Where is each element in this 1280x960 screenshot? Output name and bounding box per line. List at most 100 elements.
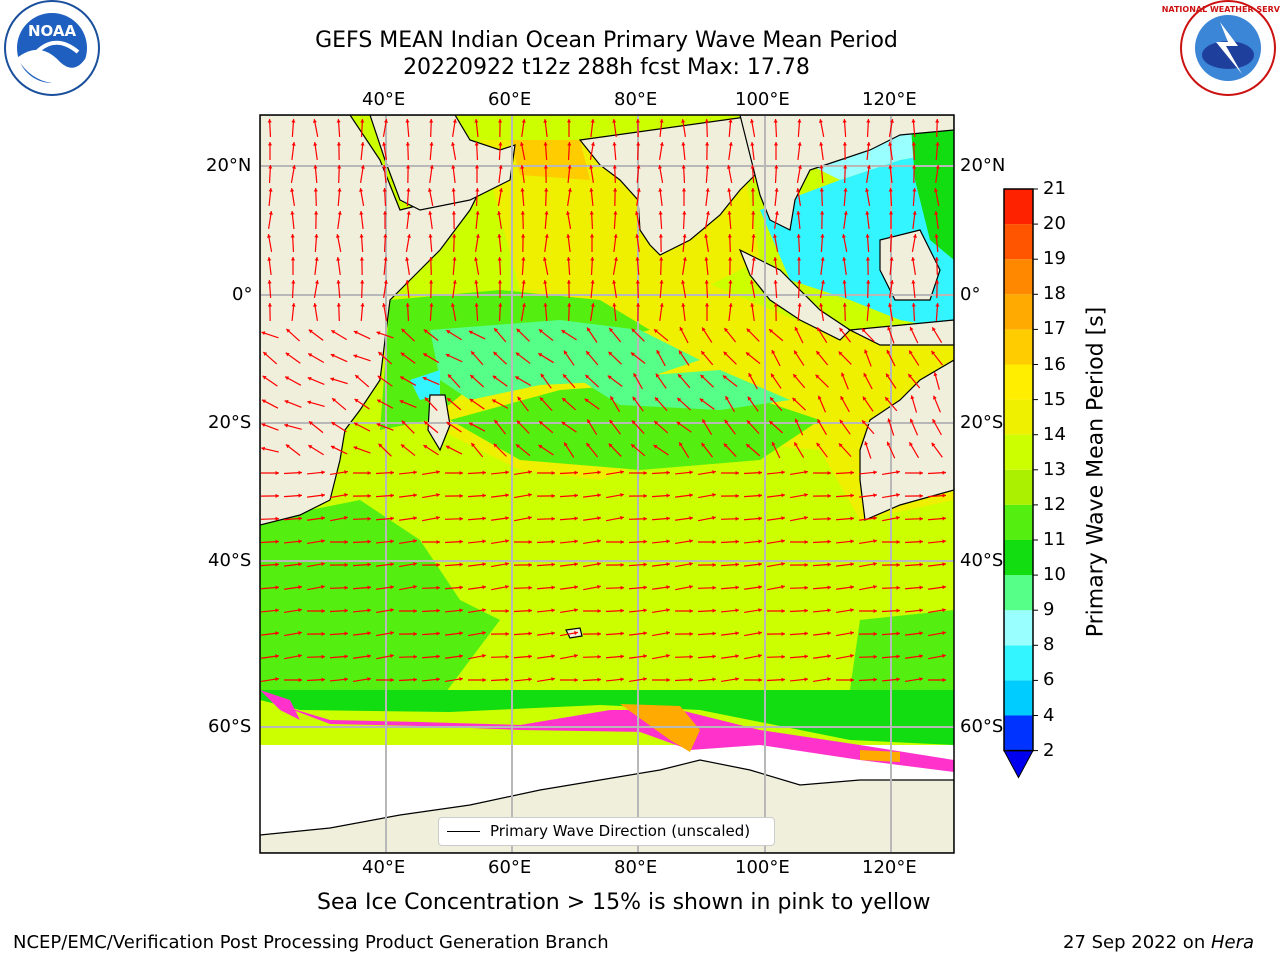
wave-arrow-head xyxy=(774,165,779,169)
wave-arrow-head xyxy=(769,421,774,425)
map-area xyxy=(260,115,954,853)
wave-arrow-head xyxy=(321,677,325,682)
wave-arrow-head xyxy=(666,562,670,567)
wave-arrow-head xyxy=(781,584,785,589)
wave-arrow-head xyxy=(827,631,831,636)
wave-arrow-head xyxy=(263,352,268,356)
wave-arrow-head xyxy=(298,539,302,544)
wave-arrow-head xyxy=(843,211,848,215)
wave-arrow-head xyxy=(551,562,555,567)
wave-arrow-head xyxy=(543,303,548,307)
wave-arrow-head xyxy=(516,420,521,425)
colorbar-bin xyxy=(1004,189,1033,225)
wave-arrow-head xyxy=(735,562,739,567)
wave-arrow-head xyxy=(551,470,555,476)
wave-arrow-head xyxy=(934,234,939,238)
wave-arrow-head xyxy=(888,142,893,146)
wave-arrow-head xyxy=(382,188,387,192)
wave-arrow-head xyxy=(314,257,319,261)
wave-arrow-head xyxy=(521,257,526,261)
wave-arrow-head xyxy=(702,419,706,424)
wave-arrow-head xyxy=(911,142,916,146)
wave-arrow-head xyxy=(933,372,938,377)
wave-arrow-head xyxy=(314,280,319,284)
wave-arrow-head xyxy=(436,470,440,475)
noaa-logo-icon: NOAA xyxy=(4,0,100,96)
wave-arrow-head xyxy=(770,373,775,378)
wave-arrow-head xyxy=(528,608,532,613)
wave-arrow-head xyxy=(727,188,732,192)
wave-arrow-head xyxy=(482,470,486,475)
wave-arrow-head xyxy=(796,211,801,215)
colorbar-bin xyxy=(1004,399,1033,435)
wave-arrow-head xyxy=(561,421,566,426)
wave-arrow-head xyxy=(699,398,704,403)
wave-arrow-head xyxy=(382,165,387,169)
colorbar-bin xyxy=(1004,715,1033,751)
wave-arrow-head xyxy=(516,444,520,449)
wave-arrow-head xyxy=(704,257,709,261)
wave-arrow-head xyxy=(635,234,640,238)
wave-arrow-head xyxy=(406,165,411,169)
wave-arrow-head xyxy=(413,516,417,521)
wave-arrow-head xyxy=(873,470,877,475)
wave-arrow-head xyxy=(528,654,532,659)
wave-arrow-head xyxy=(543,142,548,146)
wave-arrow-head xyxy=(838,351,843,356)
wave-arrow-head xyxy=(528,470,532,475)
wave-arrow-head xyxy=(919,585,923,590)
wave-arrow-head xyxy=(613,211,618,215)
colorbar-tick-label: 15 xyxy=(1043,388,1066,410)
wave-arrow-head xyxy=(367,631,371,636)
wave-arrow-head xyxy=(406,234,411,238)
wave-arrow-head xyxy=(610,396,614,401)
wave-arrow-head xyxy=(866,119,871,123)
wave-arrow-head xyxy=(298,585,302,590)
wave-arrow-head xyxy=(436,539,440,545)
wave-arrow-head xyxy=(758,608,762,613)
wave-arrow-head xyxy=(804,677,808,682)
wave-arrow-head xyxy=(406,188,411,192)
wave-arrow-head xyxy=(353,330,358,335)
wave-arrow-head xyxy=(704,303,710,307)
wave-arrow-head xyxy=(597,608,601,614)
wave-arrow-head xyxy=(563,350,568,355)
colorbar-tick-label: 20 xyxy=(1043,213,1066,235)
wave-arrow-head xyxy=(746,420,751,425)
wave-arrow-head xyxy=(497,211,502,215)
wave-arrow-head xyxy=(866,165,871,169)
wave-arrow-head xyxy=(446,330,451,334)
wave-arrow-head xyxy=(735,493,739,498)
wave-arrow-head xyxy=(727,211,732,215)
wave-arrow-head xyxy=(376,331,381,336)
wave-arrow-head xyxy=(261,446,266,451)
wave-arrow-head xyxy=(919,539,923,544)
wave-arrow-head xyxy=(804,608,808,613)
lon-tick-bottom-40e: 40°E xyxy=(362,857,406,878)
wave-arrow-head xyxy=(689,562,693,567)
wave-arrow-head xyxy=(275,585,279,590)
wave-arrow-head xyxy=(909,326,914,331)
wave-arrow-head xyxy=(909,442,913,447)
wave-arrow-head xyxy=(383,119,388,123)
wave-arrow-head xyxy=(360,142,365,146)
wave-arrow-head xyxy=(308,445,313,449)
wave-arrow-head xyxy=(543,165,548,169)
wave-arrow-head xyxy=(745,352,750,357)
wave-arrow-head xyxy=(797,119,802,123)
wave-arrow-head xyxy=(794,350,798,355)
wave-arrow-head xyxy=(820,234,825,238)
wave-arrow-head xyxy=(428,234,433,238)
wave-arrow-head xyxy=(551,539,555,544)
wave-arrow-head xyxy=(459,470,463,476)
wave-arrow-head xyxy=(474,142,479,146)
wave-arrow-head xyxy=(942,631,946,636)
wave-arrow-head xyxy=(919,631,923,636)
wave-arrow-head xyxy=(838,443,843,448)
wave-arrow-head xyxy=(942,562,946,567)
wave-arrow-head xyxy=(521,119,526,123)
wave-arrow-head xyxy=(887,326,892,331)
wave-arrow-head xyxy=(655,373,660,378)
wave-arrow-head xyxy=(400,352,405,357)
wave-arrow-head xyxy=(689,677,693,682)
